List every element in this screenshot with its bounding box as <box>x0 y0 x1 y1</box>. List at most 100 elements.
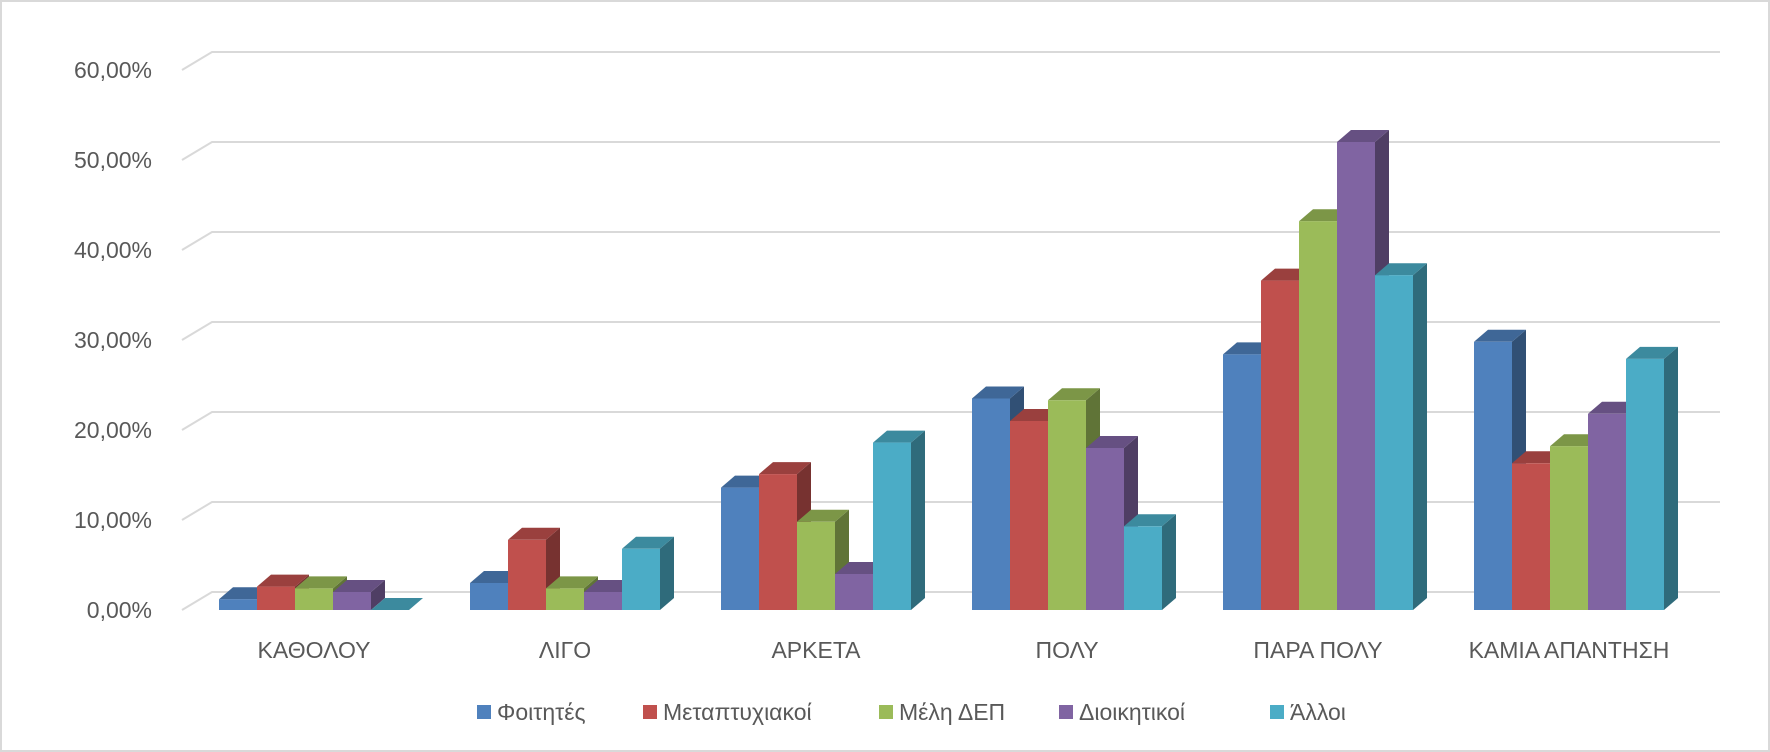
bar <box>1124 514 1176 610</box>
bar-front-face <box>1626 358 1664 610</box>
bar-front-face <box>1010 421 1048 610</box>
bar <box>371 598 423 610</box>
bar <box>1626 346 1678 610</box>
bar-side-face <box>371 580 385 610</box>
bar-side-face <box>1162 514 1176 610</box>
legend-item: Μεταπτυχιακοί <box>643 699 812 725</box>
bar-front-face <box>972 398 1010 610</box>
bar-top-face <box>333 580 385 592</box>
bar-front-face <box>470 583 508 610</box>
gridline <box>181 321 1720 341</box>
bar-top-face <box>1337 130 1389 142</box>
bar-top-face <box>1474 329 1526 342</box>
bar-top-face <box>257 574 309 587</box>
bar-top-face <box>1048 388 1100 401</box>
bar-front-face <box>1588 413 1626 610</box>
category-label: ΠΟΛΥ <box>1035 637 1098 663</box>
legend-swatch <box>1270 705 1284 719</box>
bar-front-face <box>622 548 660 610</box>
gridline <box>181 141 1720 161</box>
bar-side-face <box>1413 263 1427 610</box>
legend-label: Μέλη ΔΕΠ <box>899 699 1005 725</box>
bar-front-face <box>219 599 257 610</box>
bar <box>622 536 674 610</box>
bar-front-face <box>1086 448 1124 610</box>
bar-front-face <box>295 588 333 610</box>
bar-top-face <box>371 598 423 610</box>
gridline <box>181 501 1720 521</box>
y-tick-label: 60,00% <box>74 57 152 83</box>
legend-swatch <box>643 705 657 719</box>
bar-front-face <box>1048 400 1086 610</box>
bar <box>333 580 385 610</box>
legend-swatch <box>477 705 491 719</box>
bar-top-face <box>508 527 560 540</box>
bar-front-face <box>1474 341 1512 610</box>
category-label: ΠΑΡΑ ΠΟΛΥ <box>1253 637 1382 663</box>
bar-front-face <box>1223 354 1261 610</box>
x-axis-category-labels: ΚΑΘΟΛΟΥ ΛΙΓΟ ΑΡΚΕΤΑ ΠΟΛΥ ΠΑΡΑ ΠΟΛΥ ΚΑΜΙΑ ΑΠΑΝ… <box>258 637 1670 663</box>
bar-top-face <box>1086 436 1138 448</box>
bar-front-face <box>333 592 371 610</box>
gridlines <box>181 51 1720 611</box>
legend-swatch <box>1059 705 1073 719</box>
y-tick-label: 10,00% <box>74 507 152 533</box>
bar-top-face <box>797 509 849 522</box>
gridline <box>181 411 1720 431</box>
bar-front-face <box>797 521 835 610</box>
legend-label: Άλλοι <box>1290 699 1346 725</box>
bar-front-face <box>1261 280 1299 610</box>
legend-item: Άλλοι <box>1270 699 1346 725</box>
category-label: ΛΙΓΟ <box>539 637 591 663</box>
bar-front-face <box>835 574 873 610</box>
bar-top-face <box>295 576 347 589</box>
bar-front-face <box>1299 221 1337 610</box>
bar-front-face <box>546 588 584 610</box>
bar-top-face <box>546 576 598 589</box>
legend-item: Διοικητικοί <box>1059 699 1185 725</box>
gridline <box>181 591 1720 611</box>
legend-label: Μεταπτυχιακοί <box>663 699 812 725</box>
category-label: ΑΡΚΕΤΑ <box>771 637 861 663</box>
bar-front-face <box>1375 275 1413 610</box>
bar-front-face <box>759 474 797 610</box>
legend-swatch <box>879 705 893 719</box>
bar <box>873 430 925 610</box>
bar-side-face <box>1664 346 1678 610</box>
legend-label: Φοιτητές <box>497 699 586 725</box>
bar-front-face <box>508 539 546 610</box>
bar-side-face <box>660 536 674 610</box>
bar-top-face <box>1375 263 1427 276</box>
bars <box>219 130 1678 610</box>
category-label: ΚΑΘΟΛΟΥ <box>258 637 371 663</box>
bar-top-face <box>622 536 674 549</box>
y-axis-tick-labels: 0,00% 10,00% 20,00% 30,00% 40,00% 50,00% 60,00… <box>74 57 152 623</box>
bar-top-face <box>1124 514 1176 527</box>
legend: Φοιτητές Μεταπτυχιακοί Μέλη ΔΕΠ Διοικητικοί… <box>477 699 1346 725</box>
bar-top-face <box>972 386 1024 399</box>
gridline <box>181 51 1720 71</box>
bar-top-face <box>1626 346 1678 359</box>
gridline <box>181 231 1720 251</box>
bar-top-face <box>873 430 925 443</box>
bar-side-face <box>911 430 925 610</box>
legend-item: Φοιτητές <box>477 699 586 725</box>
legend-item: Μέλη ΔΕΠ <box>879 699 1005 725</box>
bar-front-face <box>1124 526 1162 610</box>
bar-front-face <box>873 442 911 610</box>
bar-top-face <box>759 462 811 475</box>
y-tick-label: 30,00% <box>74 327 152 353</box>
bar-front-face <box>1550 446 1588 610</box>
bar-front-face <box>257 586 295 610</box>
bar <box>1375 263 1427 610</box>
category-label: ΚΑΜΙΑ ΑΠΑΝΤΗΣΗ <box>1469 637 1670 663</box>
bar-front-face <box>721 487 759 610</box>
legend-label: Διοικητικοί <box>1079 699 1185 725</box>
bar-front-face <box>584 592 622 610</box>
bar-front-face <box>1337 142 1375 610</box>
y-tick-label: 40,00% <box>74 237 152 263</box>
y-tick-label: 0,00% <box>87 597 152 623</box>
y-tick-label: 50,00% <box>74 147 152 173</box>
bar-front-face <box>1512 463 1550 610</box>
